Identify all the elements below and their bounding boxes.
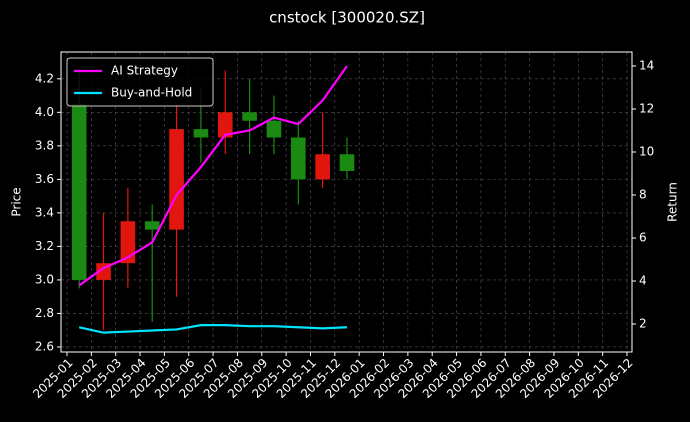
candle-body <box>71 103 87 280</box>
chart-title: cnstock [300020.SZ] <box>269 9 425 27</box>
y2-tick-label: 6 <box>639 231 647 245</box>
candle-body <box>144 221 160 230</box>
y-tick-label: 4.2 <box>35 71 54 85</box>
y2-tick-label: 2 <box>639 317 647 331</box>
legend-label: Buy-and-Hold <box>111 86 192 100</box>
y2-tick-label: 8 <box>639 188 647 202</box>
candle-body <box>339 154 355 171</box>
candle-body <box>193 129 209 138</box>
y-tick-label: 2.8 <box>35 306 54 320</box>
candle-body <box>169 129 184 230</box>
candle-body <box>291 137 306 180</box>
y-tick-label: 4.0 <box>35 105 54 119</box>
legend: AI Strategy Buy-and-Hold <box>66 57 214 107</box>
candle-body <box>120 221 136 264</box>
y2-axis-label: Return <box>666 182 680 222</box>
legend-label: AI Strategy <box>111 64 178 78</box>
return-line <box>78 65 348 287</box>
return-line <box>78 324 348 334</box>
y2-tick-label: 10 <box>639 145 654 159</box>
y2-tick-label: 4 <box>639 274 647 288</box>
y-tick-label: 3.0 <box>35 272 54 286</box>
candle-body <box>315 154 330 180</box>
y2-tick-label: 14 <box>639 58 654 72</box>
y-tick-label: 3.8 <box>35 138 54 152</box>
plot-frame <box>60 51 633 353</box>
candle-body <box>217 112 233 138</box>
y-tick-label: 3.6 <box>35 172 54 186</box>
y-tick-label: 2.6 <box>35 339 54 353</box>
y-tick-label: 3.4 <box>35 205 54 219</box>
legend-box <box>66 57 214 107</box>
y-tick-label: 3.2 <box>35 239 54 253</box>
y-axis-label: Price <box>10 187 24 216</box>
candle-body <box>266 120 282 138</box>
candle-body <box>242 112 257 121</box>
y2-tick-label: 12 <box>639 101 654 115</box>
